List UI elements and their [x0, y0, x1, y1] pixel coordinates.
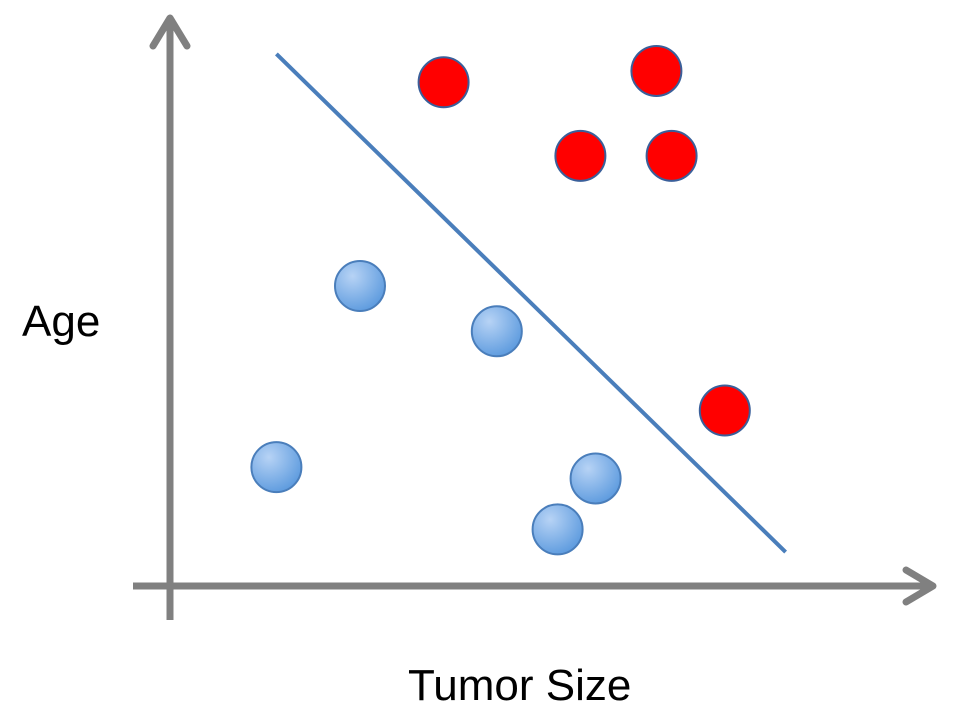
blue-data-point-3 — [250, 441, 303, 494]
red-data-point-1 — [417, 56, 470, 109]
blue-data-point-4 — [569, 452, 622, 505]
decision-boundary-line — [275, 52, 787, 554]
x-axis-label: Tumor Size — [408, 661, 632, 710]
y-axis-label: Age — [22, 297, 101, 346]
red-data-point-4 — [645, 129, 698, 182]
red-data-point-3 — [554, 129, 607, 182]
blue-data-point-2 — [470, 305, 523, 358]
x-axis-arrowhead — [902, 566, 937, 606]
blue-data-point-5 — [531, 503, 584, 556]
blue-data-point-1 — [334, 260, 386, 313]
y-axis-arrowhead — [149, 14, 191, 50]
red-data-point-5 — [698, 384, 751, 437]
red-data-point-2 — [630, 44, 683, 97]
